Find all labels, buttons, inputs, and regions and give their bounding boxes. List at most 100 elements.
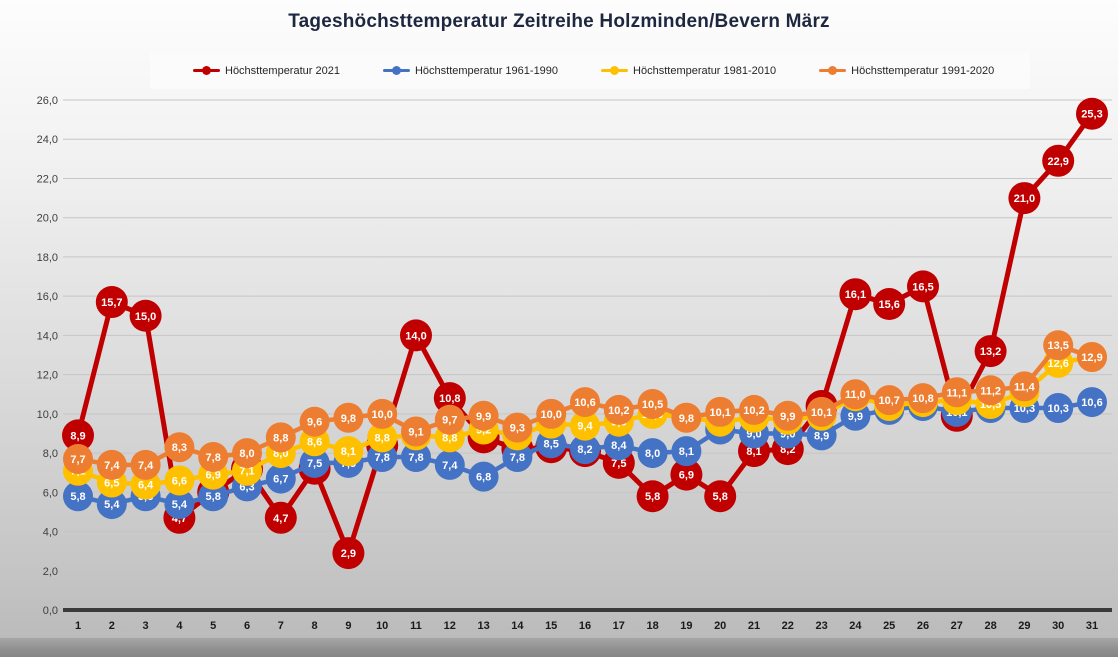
- x-axis-tick-label: 2: [109, 620, 115, 632]
- x-axis-tick-label: 14: [511, 620, 524, 632]
- data-point-label: 7,7: [70, 454, 85, 466]
- legend-label: Höchsttemperatur 1961-1990: [414, 64, 559, 77]
- y-axis-tick-label: 4,0: [43, 527, 58, 539]
- data-point-label: 7,4: [104, 460, 120, 472]
- data-point-label: 11,4: [1014, 381, 1036, 393]
- data-point-label: 10,2: [608, 405, 629, 417]
- x-axis-tick-label: 26: [917, 620, 929, 632]
- data-point-label: 10,7: [878, 395, 899, 407]
- data-point-label: 12,6: [1047, 358, 1068, 370]
- data-point-marker: [198, 442, 229, 472]
- legend-series-marker-icon: [193, 66, 220, 75]
- data-point-label: 8,2: [577, 444, 592, 456]
- data-point-label: 8,9: [70, 430, 85, 442]
- data-point-marker: [806, 396, 837, 427]
- data-point-marker: [265, 422, 296, 453]
- data-point-label: 7,5: [611, 458, 626, 470]
- data-point-marker: [636, 480, 669, 513]
- data-point-label: 8,0: [239, 448, 254, 460]
- data-point-marker: [332, 537, 365, 570]
- data-point-label: 5,4: [172, 499, 188, 511]
- data-point-marker: [1042, 144, 1075, 177]
- data-point-label: 8,3: [172, 442, 187, 454]
- data-point-label: 16,5: [912, 281, 933, 293]
- data-point-label: 9,9: [848, 411, 863, 423]
- data-point-marker: [63, 443, 93, 474]
- data-point-label: 12,9: [1081, 352, 1102, 364]
- data-point-label: 15,0: [135, 311, 156, 323]
- series-line: [75, 111, 1095, 556]
- x-axis-tick-label: 24: [849, 620, 862, 632]
- data-point-marker: [62, 419, 94, 452]
- data-point-label: 6,6: [172, 476, 187, 488]
- x-axis-tick-label: 18: [646, 620, 658, 632]
- data-point-marker: [164, 432, 195, 463]
- data-point-label: 4,7: [273, 513, 288, 525]
- data-point-label: 7,4: [442, 460, 458, 472]
- data-point-marker: [839, 278, 872, 311]
- data-point-marker: [299, 447, 330, 478]
- data-point-marker: [130, 449, 161, 480]
- data-point-label: 10,6: [574, 397, 595, 409]
- data-point-marker: [401, 442, 431, 472]
- y-axis-tick-label: 24,0: [37, 134, 58, 146]
- data-point-marker: [164, 489, 195, 520]
- data-point-marker: [570, 410, 600, 441]
- legend-label: Höchsttemperatur 2021: [225, 64, 340, 77]
- data-point-marker: [739, 394, 769, 425]
- data-point-label: 25,3: [1081, 109, 1102, 121]
- data-point-label: 10,6: [1081, 397, 1102, 409]
- data-point-marker: [907, 270, 939, 303]
- x-axis-tick-label: 7: [278, 620, 284, 632]
- data-point-label: 2,9: [341, 548, 356, 560]
- data-point-label: 9,4: [577, 421, 593, 433]
- data-point-marker: [367, 422, 398, 453]
- data-point-label: 8,4: [611, 440, 627, 452]
- data-point-marker: [671, 436, 702, 467]
- data-point-label: 13,2: [980, 346, 1001, 358]
- x-axis-tick-label: 19: [680, 620, 692, 632]
- data-point-label: 7,8: [375, 452, 390, 464]
- data-point-marker: [603, 430, 634, 461]
- legend: Höchsttemperatur 2021 Höchsttemperatur 19…: [150, 52, 1030, 89]
- y-axis-tick-label: 26,0: [37, 95, 58, 107]
- data-point-marker: [772, 400, 803, 431]
- data-point-marker: [95, 286, 128, 319]
- x-axis-tick-label: 20: [714, 620, 726, 632]
- data-point-label: 8,1: [679, 446, 694, 458]
- data-point-marker: [468, 400, 499, 431]
- legend-series-marker-icon: [819, 66, 847, 75]
- data-point-label: 8,0: [645, 448, 660, 460]
- data-point-marker: [637, 389, 668, 420]
- y-axis-tick-label: 0,0: [43, 605, 58, 617]
- data-point-label: 6,5: [104, 478, 119, 490]
- x-axis-tick-label: 3: [143, 620, 149, 632]
- x-axis-tick-label: 15: [545, 620, 557, 632]
- y-axis-tick-label: 22,0: [37, 173, 58, 185]
- x-axis-tick-label: 6: [244, 620, 250, 632]
- data-point-label: 9,9: [780, 411, 795, 423]
- bottom-band: [0, 638, 1118, 657]
- data-point-marker: [468, 461, 499, 492]
- data-point-marker: [401, 416, 431, 447]
- data-point-label: 10,3: [1047, 403, 1068, 415]
- legend-item: Höchsttemperatur 1981-2010: [601, 65, 776, 77]
- x-axis-tick-label: 1: [75, 620, 81, 632]
- x-axis-tick-label: 21: [748, 620, 760, 632]
- x-axis-tick-label: 10: [376, 620, 388, 632]
- data-point-label: 8,8: [375, 432, 390, 444]
- x-axis-tick-label: 8: [312, 620, 318, 632]
- y-axis-tick-label: 12,0: [37, 370, 58, 382]
- data-point-marker: [367, 398, 398, 429]
- data-point-label: 8,1: [341, 446, 356, 458]
- data-point-marker: [570, 387, 600, 418]
- data-point-label: 11,2: [980, 385, 1001, 397]
- data-point-marker: [63, 481, 93, 512]
- data-point-label: 9,9: [476, 411, 491, 423]
- data-point-label: 22,9: [1047, 156, 1068, 168]
- data-point-label: 16,1: [845, 289, 866, 301]
- legend-series-marker-icon: [382, 66, 410, 75]
- x-axis-tick-label: 17: [613, 620, 625, 632]
- data-point-marker: [434, 404, 465, 435]
- data-point-label: 6,8: [476, 472, 491, 484]
